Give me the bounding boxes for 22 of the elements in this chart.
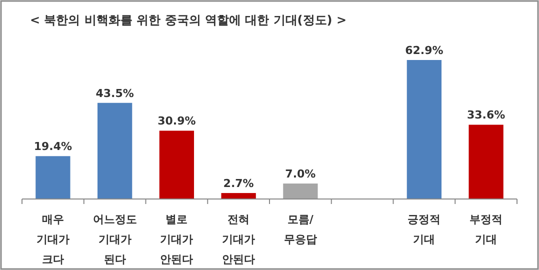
data-label: 2.7% (223, 177, 254, 190)
data-label: 19.4% (34, 140, 72, 154)
x-tick-label: 전혀 기대가 안된다 (222, 213, 256, 266)
data-label: 43.5% (96, 86, 134, 100)
data-label: 7.0% (285, 168, 316, 181)
chart-title: < 북한의 비핵화를 위한 중국의 역할에 대한 기대(정도) > (30, 13, 346, 27)
bar (221, 193, 256, 199)
bar (97, 102, 132, 199)
bar (406, 60, 442, 199)
x-tick-label: 긍정적 기대 (408, 213, 441, 246)
data-label: 62.9% (405, 44, 444, 57)
x-tick-label: 어느정도 기대가 된다 (92, 213, 137, 266)
x-tick-label: 매우 기대가 크다 (36, 213, 70, 266)
bar (283, 184, 318, 199)
bar (159, 130, 194, 199)
data-label: 33.6% (466, 108, 506, 122)
x-tick-label: 모름/ 무응답 (284, 213, 317, 246)
bar (468, 124, 504, 199)
x-tick-label: 별로 기대가 안된다 (160, 213, 194, 266)
bar (36, 156, 70, 199)
data-label: 30.9% (158, 114, 196, 128)
x-tick-label: 부정적 기대 (470, 213, 503, 246)
